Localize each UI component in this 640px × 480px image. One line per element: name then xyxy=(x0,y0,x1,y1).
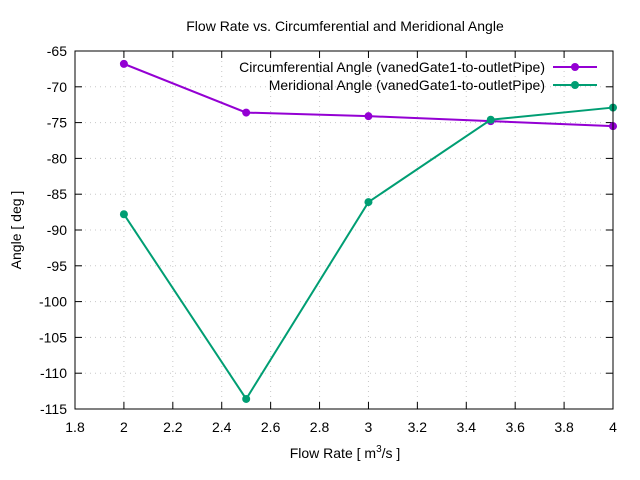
y-tick-label: -115 xyxy=(40,401,67,417)
x-axis-label-main: Flow Rate [ m xyxy=(290,445,376,461)
legend-label: Meridional Angle (vanedGate1-to-outletPi… xyxy=(269,77,545,93)
data-point xyxy=(119,59,128,68)
chart-title: Flow Rate vs. Circumferential and Meridi… xyxy=(186,18,504,34)
y-tick-label: -65 xyxy=(47,43,67,59)
series-layer xyxy=(119,59,617,403)
series-meridional xyxy=(119,103,617,403)
data-point xyxy=(242,108,251,117)
x-tick-label: 1.8 xyxy=(65,419,85,435)
x-tick-label: 4 xyxy=(609,419,617,435)
y-tick-label: -90 xyxy=(47,222,67,238)
y-tick-label: -80 xyxy=(47,150,67,166)
x-tick-label: 3.6 xyxy=(505,419,525,435)
y-tick-labels: -65 -70 -75 -80 -85 -90 -95 -100 -105 -110 -115 xyxy=(39,43,67,417)
data-point xyxy=(364,112,373,121)
x-tick-label: 2.6 xyxy=(261,419,281,435)
y-tick-label: -75 xyxy=(47,115,67,131)
data-point xyxy=(364,198,373,207)
y-tick-label: -95 xyxy=(47,258,67,274)
x-tick-label: 2 xyxy=(120,419,128,435)
legend-entry: Circumferential Angle (vanedGate1-to-out… xyxy=(239,59,597,75)
x-tick-label: 3.4 xyxy=(457,419,477,435)
legend-marker xyxy=(571,63,579,71)
x-axis-label-superscript: 3 xyxy=(376,444,382,455)
legend-label: Circumferential Angle (vanedGate1-to-out… xyxy=(239,59,545,75)
y-tick-label: -100 xyxy=(39,294,67,310)
grid-lines xyxy=(75,51,613,409)
legend-entry: Meridional Angle (vanedGate1-to-outletPi… xyxy=(269,77,597,93)
x-tick-label: 3.2 xyxy=(408,419,428,435)
data-point xyxy=(486,115,495,124)
legend-marker xyxy=(571,81,579,89)
x-tick-label: 2.8 xyxy=(310,419,330,435)
y-axis-label: Angle [ deg ] xyxy=(8,191,24,270)
plot-frame xyxy=(74,50,614,410)
x-axis-label: Flow Rate [ m3/s ] xyxy=(290,444,401,461)
x-tick-label: 2.2 xyxy=(163,419,183,435)
y-tick-label: -85 xyxy=(47,186,67,202)
x-tick-label: 3 xyxy=(365,419,373,435)
x-tick-labels: 1.8 2 2.2 2.4 2.6 2.8 3 3.2 3.4 3.6 3.8 4 xyxy=(65,419,617,435)
y-tick-label: -70 xyxy=(47,79,67,95)
y-tick-label: -110 xyxy=(40,365,67,381)
x-axis-label-suffix: /s ] xyxy=(382,445,401,461)
x-tick-label: 2.4 xyxy=(212,419,232,435)
y-tick-label: -105 xyxy=(39,329,67,345)
data-point xyxy=(242,394,251,403)
x-tick-label: 3.8 xyxy=(554,419,574,435)
data-point xyxy=(119,210,128,219)
legend: Circumferential Angle (vanedGate1-to-out… xyxy=(239,59,597,93)
